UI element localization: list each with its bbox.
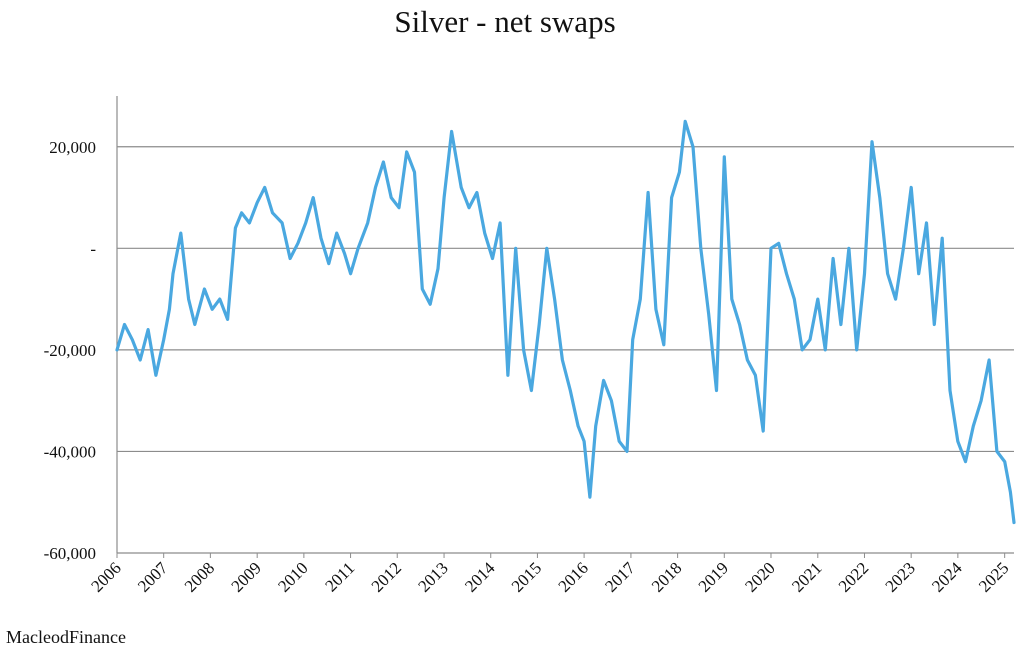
x-tick-label: 2008 xyxy=(181,558,218,595)
x-tick-label: 2012 xyxy=(368,558,405,595)
x-tick-label: 2013 xyxy=(414,558,451,595)
series-line xyxy=(115,119,1016,525)
axes xyxy=(116,96,1014,558)
x-tick-label: 2014 xyxy=(461,558,499,596)
x-tick-label: 2024 xyxy=(928,558,966,596)
y-tick-label: - xyxy=(90,239,96,258)
chart-title: Silver - net swaps xyxy=(394,4,616,39)
x-tick-label: 2010 xyxy=(274,558,311,595)
x-tick-label: 2015 xyxy=(508,558,545,595)
source-label: MacleodFinance xyxy=(6,627,126,647)
x-tick-label: 2025 xyxy=(975,558,1012,595)
x-tick-label: 2007 xyxy=(134,558,172,596)
x-tick-labels: 2006 2007 2008 2009 2010 2011 2012 2013 2014 2015… xyxy=(87,558,1012,596)
grid-lines xyxy=(117,146,1014,453)
x-tick-label: 2022 xyxy=(835,558,872,595)
x-tick-label: 2011 xyxy=(321,558,358,595)
x-tick-label: 2016 xyxy=(554,558,591,595)
y-tick-label: 20,000 xyxy=(49,138,96,157)
x-tick-label: 2006 xyxy=(87,558,124,595)
x-tick-label: 2018 xyxy=(648,558,685,595)
x-tick-label: 2023 xyxy=(882,558,919,595)
y-tick-label: -20,000 xyxy=(44,341,96,360)
x-tick-label: 2021 xyxy=(788,558,825,595)
series-layer xyxy=(115,119,1016,525)
y-tick-label: -60,000 xyxy=(44,544,96,563)
x-tick-label: 2017 xyxy=(601,558,639,596)
y-tick-label: -40,000 xyxy=(44,442,96,461)
x-tick-label: 2019 xyxy=(695,558,732,595)
x-tick-label: 2020 xyxy=(741,558,778,595)
y-tick-labels: 20,000 - -20,000 -40,000 -60,000 xyxy=(44,138,97,563)
x-tick-label: 2009 xyxy=(228,558,265,595)
